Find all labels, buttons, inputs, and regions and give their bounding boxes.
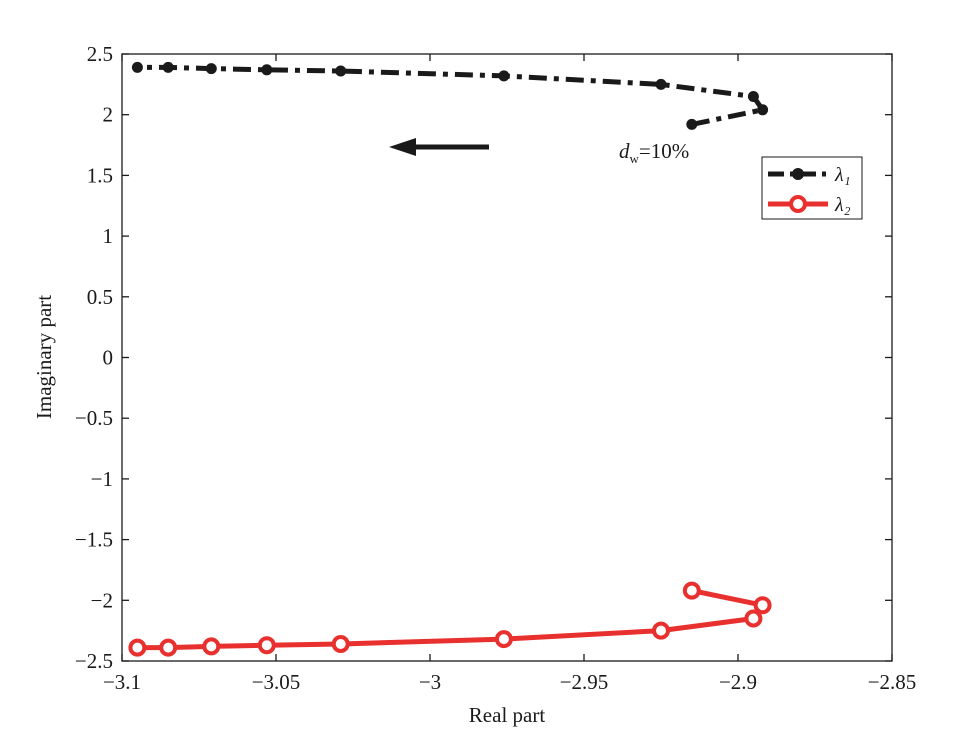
x-tick-label: −3.05 [252, 670, 301, 694]
x-tick-label: −2.95 [560, 670, 609, 694]
dw-annotation: dw=10% [619, 139, 689, 166]
plot-area [121, 53, 893, 662]
series-2-point [753, 596, 772, 615]
y-tick-label: 1 [103, 224, 114, 248]
series-2-point [494, 630, 513, 649]
x-axis-label: Real part [469, 703, 546, 727]
x-tick-label: −3.1 [103, 670, 141, 694]
arrow-head [389, 138, 416, 156]
series-1-point [162, 61, 174, 73]
y-tick-label: −1.5 [75, 528, 113, 552]
legend: λ₁ λ₂ [761, 156, 863, 220]
x-tick-label: −2.9 [719, 670, 757, 694]
dw-symbol: d [619, 139, 630, 163]
series-1-point [205, 63, 217, 75]
dw-value: =10% [639, 139, 689, 163]
series-1-point [757, 104, 769, 116]
legend-label-lambda2: λ₂ [834, 194, 851, 216]
legend-marker-lambda1 [792, 168, 804, 180]
y-tick-label: 0 [103, 346, 114, 370]
y-tick-label: −0.5 [75, 406, 113, 430]
series-line-1 [137, 64, 766, 127]
direction-arrow [389, 138, 489, 156]
legend-marker-lambda2 [789, 195, 807, 213]
series-2-point [128, 638, 147, 657]
series-1-point [261, 64, 273, 76]
y-tick-label: −2 [91, 588, 113, 612]
y-tick-label: −1 [91, 467, 113, 491]
y-tick-label: 1.5 [87, 163, 113, 187]
ticks: −3.1 −3.05 −3 −2.95 −2.9 −2.85 2.5 2 1.5 1 0.5 0 −0.… [75, 42, 916, 694]
x-tick-label: −3 [419, 670, 441, 694]
series-2-point [202, 637, 221, 656]
series-1-point [655, 78, 667, 90]
series-1-point [686, 118, 698, 130]
dw-subscript: w [630, 151, 640, 166]
series-layer [128, 61, 772, 657]
series-1-point [498, 70, 510, 82]
series-2-point [331, 635, 350, 653]
series-2-point [159, 638, 178, 657]
x-tick-label: −2.85 [868, 670, 917, 694]
legend-label-lambda1: λ₁ [834, 164, 851, 186]
y-tick-label: −2.5 [75, 649, 113, 673]
y-tick-label: 0.5 [87, 285, 113, 309]
series-2-point [652, 621, 670, 640]
series-1-point [747, 91, 759, 102]
series-2-point [257, 636, 276, 655]
series-2-point [744, 609, 763, 628]
series-1-point [335, 65, 347, 77]
y-tick-label: 2.5 [87, 42, 113, 66]
y-tick-label: 2 [103, 103, 114, 127]
series-1-point [131, 61, 143, 73]
legend-box [761, 156, 863, 220]
y-axis-label: Imaginary part [32, 295, 56, 419]
series-2-point [682, 581, 701, 600]
